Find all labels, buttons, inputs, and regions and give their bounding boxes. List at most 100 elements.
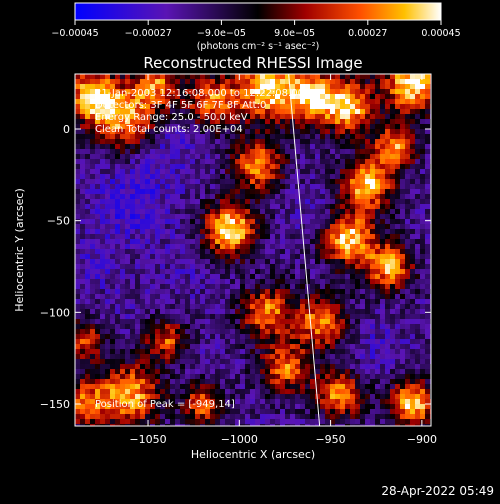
heatmap-cell	[185, 229, 190, 234]
heatmap-cell	[405, 164, 410, 169]
heatmap-cell	[275, 394, 280, 399]
heatmap-cell	[190, 379, 195, 384]
heatmap-cell	[355, 249, 360, 254]
heatmap-cell	[310, 414, 315, 419]
heatmap-cell	[280, 199, 285, 204]
heatmap-cell	[425, 139, 430, 144]
heatmap-cell	[135, 199, 140, 204]
heatmap-cell	[210, 239, 215, 244]
heatmap-cell	[385, 244, 390, 249]
heatmap-cell	[290, 339, 295, 344]
heatmap-cell	[395, 414, 400, 419]
heatmap-cell	[275, 389, 280, 394]
heatmap-cell	[305, 74, 310, 79]
heatmap-cell	[200, 239, 205, 244]
heatmap-cell	[175, 204, 180, 209]
heatmap-cell	[175, 209, 180, 214]
heatmap-cell	[170, 229, 175, 234]
heatmap-cell	[425, 224, 430, 229]
heatmap-cell	[205, 194, 210, 199]
heatmap-cell	[165, 389, 170, 394]
heatmap-cell	[360, 169, 365, 174]
heatmap-cell	[355, 149, 360, 154]
heatmap-cell	[385, 189, 390, 194]
heatmap-cell	[310, 244, 315, 249]
heatmap-cell	[405, 114, 410, 119]
heatmap-cell	[340, 134, 345, 139]
heatmap-cell	[300, 294, 305, 299]
heatmap-cell	[305, 244, 310, 249]
heatmap-cell	[260, 124, 265, 129]
heatmap-cell	[110, 179, 115, 184]
heatmap-cell	[155, 299, 160, 304]
heatmap-cell	[75, 234, 80, 239]
heatmap-cell	[275, 404, 280, 409]
heatmap-cell	[340, 94, 345, 99]
heatmap-cell	[185, 254, 190, 259]
heatmap-cell	[135, 279, 140, 284]
heatmap-cell	[360, 394, 365, 399]
heatmap-cell	[375, 189, 380, 194]
heatmap-cell	[395, 264, 400, 269]
heatmap-cell	[195, 254, 200, 259]
heatmap-cell	[335, 234, 340, 239]
heatmap-cell	[260, 154, 265, 159]
heatmap-cell	[370, 204, 375, 209]
heatmap-cell	[360, 74, 365, 79]
heatmap-cell	[390, 204, 395, 209]
heatmap-cell	[265, 394, 270, 399]
heatmap-cell	[330, 134, 335, 139]
heatmap-cell	[225, 284, 230, 289]
heatmap-cell	[390, 349, 395, 354]
heatmap-cell	[275, 359, 280, 364]
heatmap-cell	[385, 404, 390, 409]
heatmap-cell	[290, 229, 295, 234]
heatmap-cell	[380, 124, 385, 129]
heatmap-cell	[370, 399, 375, 404]
heatmap-cell	[280, 404, 285, 409]
heatmap-cell	[360, 209, 365, 214]
heatmap-cell	[240, 299, 245, 304]
heatmap-cell	[95, 244, 100, 249]
heatmap-cell	[320, 294, 325, 299]
heatmap-cell	[255, 334, 260, 339]
heatmap-cell	[235, 239, 240, 244]
heatmap-cell	[275, 339, 280, 344]
heatmap-cell	[305, 379, 310, 384]
heatmap-cell	[305, 234, 310, 239]
heatmap-cell	[300, 79, 305, 84]
heatmap-cell	[420, 299, 425, 304]
heatmap-cell	[205, 154, 210, 159]
heatmap-cell	[155, 304, 160, 309]
heatmap-cell	[305, 349, 310, 354]
heatmap-cell	[110, 414, 115, 419]
heatmap-cell	[165, 219, 170, 224]
heatmap-cell	[385, 134, 390, 139]
heatmap-cell	[395, 329, 400, 334]
heatmap-cell	[350, 314, 355, 319]
heatmap-cell	[360, 159, 365, 164]
heatmap-cell	[80, 379, 85, 384]
heatmap-cell	[285, 299, 290, 304]
heatmap-cell	[380, 344, 385, 349]
heatmap-cell	[135, 349, 140, 354]
heatmap-cell	[105, 269, 110, 274]
heatmap-cell	[335, 289, 340, 294]
heatmap-cell	[195, 184, 200, 189]
heatmap-cell	[425, 284, 430, 289]
heatmap-cell	[380, 184, 385, 189]
heatmap-cell	[410, 169, 415, 174]
heatmap-cell	[235, 219, 240, 224]
heatmap-cell	[230, 324, 235, 329]
heatmap-cell	[90, 314, 95, 319]
heatmap-cell	[400, 239, 405, 244]
heatmap-cell	[335, 274, 340, 279]
heatmap-cell	[95, 309, 100, 314]
heatmap-cell	[355, 324, 360, 329]
heatmap-cell	[295, 339, 300, 344]
heatmap-cell	[320, 244, 325, 249]
heatmap-cell	[280, 79, 285, 84]
heatmap-cell	[305, 159, 310, 164]
heatmap-cell	[190, 309, 195, 314]
heatmap-cell	[210, 164, 215, 169]
